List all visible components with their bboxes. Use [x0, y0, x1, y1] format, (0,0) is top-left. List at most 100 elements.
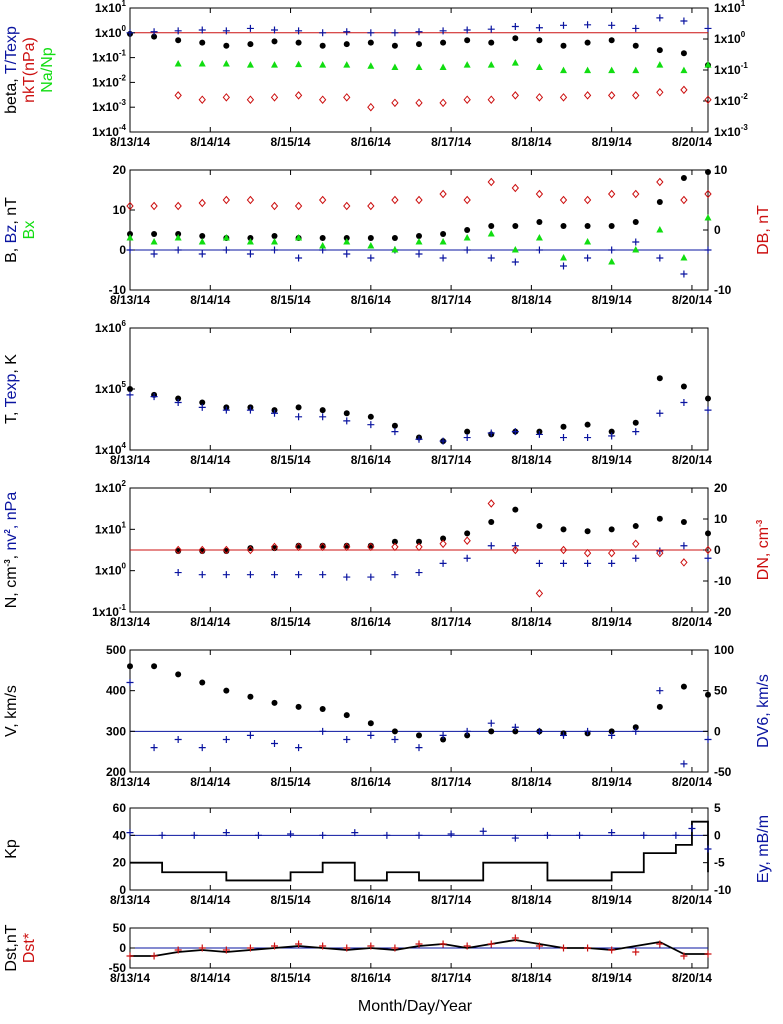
data-point-db: [415, 195, 423, 205]
data-point-n: [367, 542, 374, 549]
series-dn: [174, 499, 712, 598]
data-point-dst: [463, 942, 471, 950]
data-point-dv6: [584, 727, 592, 735]
data-point-nv2: [222, 571, 230, 579]
panel-frame: [129, 169, 709, 291]
y-tick-label-right: 1x101: [714, 0, 746, 15]
data-point-db: [343, 201, 351, 211]
data-point-t-texp: [560, 21, 567, 29]
x-tick-label: 8/18/14: [511, 453, 551, 467]
y-tick-label-right: 1x10-3: [714, 123, 748, 139]
data-point-bz: [704, 246, 712, 254]
data-point-beta: [343, 41, 350, 48]
data-point-n: [656, 515, 663, 522]
data-point-dn: [319, 542, 327, 552]
x-tick-label: 8/16/14: [351, 135, 391, 149]
data-point-nkt: [608, 91, 616, 100]
data-point-n: [488, 519, 495, 526]
y-tick-label-right: 100: [714, 643, 734, 657]
data-point-texp: [222, 406, 230, 414]
data-point-dn: [680, 558, 688, 567]
data-point-dv6: [126, 679, 134, 687]
series-dst: [126, 934, 712, 960]
x-tick-label: 8/16/14: [351, 293, 391, 307]
data-point-b: [199, 233, 206, 239]
data-point-dv6: [680, 760, 688, 768]
y-tick-label-left: 1x101: [95, 0, 127, 15]
data-point-beta: [464, 37, 471, 44]
data-point-dn: [608, 548, 616, 558]
data-point-nv2: [271, 571, 278, 579]
data-point-beta: [680, 50, 687, 57]
data-point-n: [247, 545, 254, 552]
y-tick-label-left: 1x100: [95, 562, 127, 578]
data-point-db: [559, 195, 568, 205]
data-point-na-np: [319, 61, 327, 68]
data-point-texp: [560, 434, 567, 442]
data-point-v: [127, 663, 133, 670]
data-point-nv2: [246, 571, 254, 579]
data-point-n: [271, 545, 278, 552]
data-point-nkt: [487, 95, 495, 105]
data-point-dn: [367, 542, 375, 552]
x-tick-label: 8/19/14: [592, 453, 632, 467]
data-point-t: [367, 413, 374, 420]
y-tick-label-left: 0: [119, 883, 126, 897]
data-point-beta: [151, 33, 158, 40]
data-point-ey: [319, 831, 327, 839]
data-point-na-np: [222, 60, 230, 67]
data-point-db: [487, 177, 495, 187]
data-point-texp: [584, 434, 592, 442]
data-point-b: [151, 231, 158, 237]
data-point-t-texp: [584, 21, 592, 29]
data-point-nv2: [535, 559, 543, 567]
data-point-beta: [632, 42, 639, 49]
x-tick-label: 8/19/14: [592, 971, 632, 985]
data-point-dst: [295, 940, 303, 948]
data-point-dst: [126, 952, 134, 960]
data-point-texp: [415, 435, 423, 443]
data-point-nv2: [632, 554, 640, 562]
data-point-bx: [535, 234, 543, 241]
series-n: [175, 506, 711, 554]
data-point-texp: [126, 391, 134, 399]
data-point-v: [705, 691, 711, 698]
x-tick-label: 8/14/14: [190, 615, 230, 629]
y-axis-label-left: T, Texp, K: [3, 354, 20, 424]
data-point-nkt: [439, 98, 447, 108]
data-point-t-texp: [271, 26, 278, 34]
data-point-na-np: [391, 63, 399, 70]
y-tick-label-left: 40: [113, 828, 127, 842]
data-point-v: [247, 693, 254, 700]
x-tick-label: 8/17/14: [431, 615, 471, 629]
series-line-kp: [130, 820, 709, 882]
y-tick-label-left: 200: [106, 765, 126, 779]
data-point-na-np: [632, 66, 640, 74]
data-point-texp: [487, 429, 495, 437]
data-point-v: [319, 705, 326, 712]
data-point-v: [175, 671, 182, 678]
data-point-nkt: [391, 98, 399, 108]
data-point-n: [319, 542, 326, 549]
data-point-texp: [343, 417, 351, 425]
data-point-t: [127, 386, 133, 392]
data-point-dst: [222, 946, 230, 954]
data-point-bx: [271, 238, 278, 245]
data-point-n: [464, 530, 471, 537]
series-ey: [126, 825, 712, 853]
data-point-texp: [319, 413, 327, 421]
data-point-t: [319, 407, 326, 414]
data-point-ey: [543, 831, 551, 839]
data-point-ey: [704, 845, 712, 853]
data-point-ey: [672, 831, 680, 839]
series-db: [126, 177, 712, 211]
x-tick-label: 8/14/14: [190, 893, 230, 907]
x-tick-label: 8/17/14: [431, 293, 471, 307]
data-point-texp: [704, 406, 712, 414]
data-point-db: [150, 201, 158, 211]
data-point-na-np: [439, 63, 447, 70]
y-axis-label-left: Kp: [3, 839, 20, 859]
data-point-beta: [512, 35, 519, 42]
data-point-dn: [391, 542, 399, 552]
data-point-nkt: [583, 91, 592, 100]
